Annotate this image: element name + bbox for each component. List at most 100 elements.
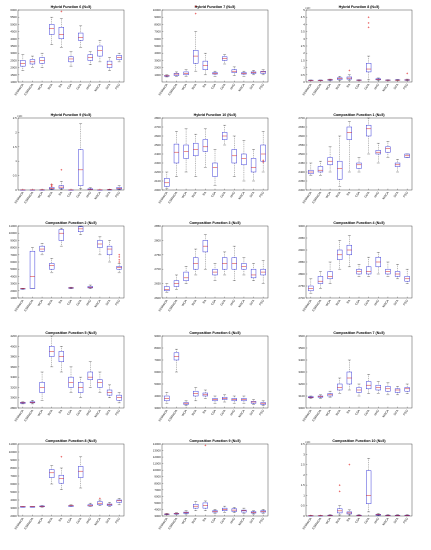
x-tick-label: MSCA — [237, 517, 245, 526]
x-tick-label: CSA — [210, 517, 217, 524]
y-tick-label: 5000 — [10, 267, 17, 271]
box-iqr — [317, 276, 324, 284]
x-tick-label: SCA — [393, 409, 400, 416]
x-tick-label: WOA — [325, 299, 332, 307]
y-tick-label: 2450 — [298, 161, 305, 165]
x-tick-label: BOA — [191, 83, 198, 90]
x-tick-label: PSO — [258, 516, 265, 524]
x-tick-label: WOA — [37, 409, 44, 417]
box-iqr — [317, 166, 324, 173]
y-tick-label: 3800 — [10, 355, 17, 359]
panel-title: Composition Function 6 (N=5) — [189, 331, 241, 335]
x-tick-label: BA — [346, 299, 352, 305]
x-tick-label: BA — [58, 299, 64, 305]
x-tick-label: CSA — [354, 517, 361, 524]
x-tick-label: CSA — [354, 409, 361, 416]
y-tick-label: 2000 — [154, 66, 161, 70]
y-tick-label: 2000 — [10, 289, 17, 293]
y-tick-label: 2650 — [154, 282, 161, 286]
outlier-point — [60, 168, 63, 171]
x-tick-label: GOA — [363, 409, 370, 417]
x-tick-label: BOA — [47, 517, 54, 524]
y-tick-label: 8000 — [10, 466, 17, 470]
y-tick-label: 5000 — [154, 44, 161, 48]
x-tick-label: WOA — [325, 517, 332, 525]
panel-title: Hybrid Function 9 (N=5) — [51, 113, 92, 117]
panel-title: Composition Function 3 (N=5) — [189, 221, 241, 225]
box-iqr — [164, 178, 170, 187]
x-tick-label: WOA — [181, 191, 188, 199]
x-tick-label: PSO — [258, 190, 265, 198]
y-tick-label: 3.5 — [301, 442, 305, 446]
y-tick-label: 2800 — [298, 272, 305, 276]
x-tick-label: PSO — [258, 298, 265, 306]
x-tick-label: BA — [346, 409, 352, 415]
y-tick-label: 2000 — [10, 66, 17, 70]
box-iqr — [202, 139, 208, 152]
box-iqr — [356, 162, 362, 169]
x-tick-label: EEMWOA — [302, 517, 313, 530]
y-tick-label: 8000 — [154, 22, 161, 26]
outlier-point — [194, 5, 197, 8]
x-tick-label: GOA — [363, 83, 370, 91]
y-tick-label: 1.5 — [13, 145, 17, 149]
y-tick-label: 0.5 — [301, 73, 305, 77]
x-tick-label: SCA — [105, 517, 112, 524]
panel-title: Composition Function 5 (N=5) — [45, 331, 97, 335]
y-tick-label: 10000 — [153, 8, 161, 12]
y-tick-label: 8000 — [154, 346, 161, 350]
y-tick-label: 6000 — [154, 370, 161, 374]
box-iqr — [366, 470, 372, 504]
y-tick-label: 3600 — [10, 365, 17, 369]
x-tick-label: GOA — [75, 83, 82, 91]
y-tick-label: 2850 — [298, 260, 305, 264]
x-tick-label: EEMWOA — [14, 517, 25, 530]
y-tick-label: 7000 — [154, 358, 161, 362]
y-tick-label: 9000 — [154, 15, 161, 19]
x-tick-label: BOA — [47, 299, 54, 306]
axes-frame — [305, 225, 413, 299]
x-tick-label: CSA — [66, 299, 73, 306]
y-tick-label: 4000 — [10, 344, 17, 348]
y-tick-label: 2.5 — [13, 116, 17, 120]
x-tick-label: BOA — [191, 191, 198, 198]
x-tick-label: HHO — [85, 408, 92, 416]
y-tick-label: 2850 — [154, 224, 161, 228]
x-tick-label: EEMWOA — [302, 409, 313, 422]
x-tick-label: EEMWOA — [302, 299, 313, 312]
x-tick-label: CSA — [66, 191, 73, 198]
x-tick-label: ESMWOA — [167, 83, 178, 96]
box-iqr — [212, 162, 218, 177]
y-tick-label: 4000 — [10, 498, 17, 502]
y-tick-label: 2500 — [298, 152, 305, 156]
y-tick-label: 7000 — [10, 474, 17, 478]
box-iqr — [49, 24, 55, 35]
x-tick-label: MSCA — [93, 409, 101, 418]
outlier-point — [367, 26, 370, 29]
x-tick-label: EEMWOA — [158, 299, 169, 312]
x-tick-label: EEMWOA — [158, 191, 169, 204]
y-tick-label: 2800 — [154, 238, 161, 242]
outlier-point — [348, 463, 351, 466]
y-tick-label: 5000 — [154, 382, 161, 386]
chart-panel: Hybrid Function 10 (N=5) 2000 2100 2200 2300… — [154, 113, 269, 204]
x-tick-label: EEMWOA — [14, 83, 25, 96]
y-tick-label: 4200 — [10, 334, 17, 338]
axis-exponent-label: ×10⁴ — [305, 6, 311, 10]
x-tick-label: WOA — [181, 517, 188, 525]
y-tick-label: 2300 — [298, 188, 305, 192]
x-tick-label: WOA — [181, 299, 188, 307]
x-tick-label: WOA — [37, 191, 44, 199]
x-tick-label: WOA — [181, 83, 188, 91]
chart-panel: Composition Function 9 (N=5) 3000 4000 5000… — [153, 439, 269, 530]
x-tick-label: HHO — [373, 190, 380, 198]
y-tick-label: 1000 — [10, 80, 17, 84]
chart-panel: Composition Function 10 (N=5) ×10⁶ 0 0.5 1 1.… — [301, 439, 413, 530]
box-iqr — [260, 70, 266, 74]
x-tick-label: BA — [346, 517, 352, 523]
chart-panel: Composition Function 5 (N=5) 2800 3000 3200… — [10, 331, 125, 422]
box-iqr — [366, 266, 372, 275]
y-tick-label: 3000 — [10, 282, 17, 286]
axes-frame — [161, 443, 269, 517]
chart-panel: Composition Function 4 (N=5) 2700 2750 2800… — [298, 221, 413, 312]
